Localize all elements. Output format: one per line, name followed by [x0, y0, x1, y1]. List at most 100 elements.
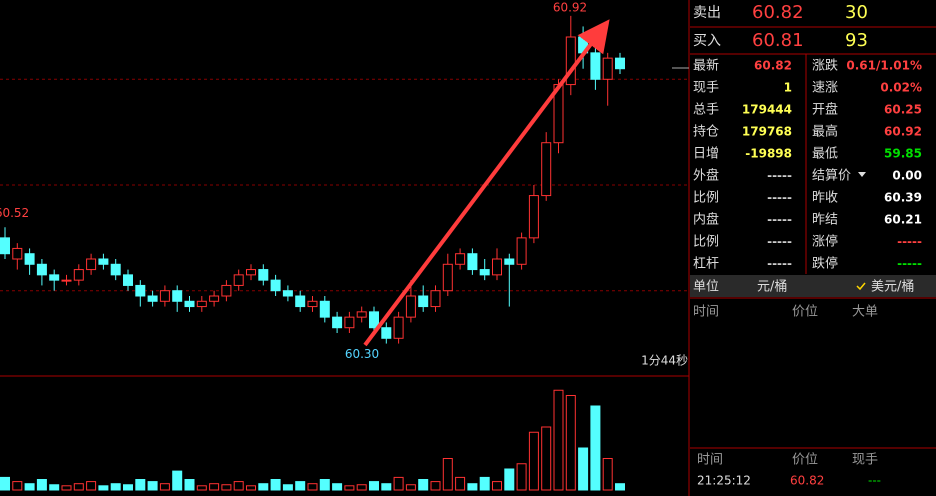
candle-body: [110, 263, 121, 276]
volume-bar: [418, 479, 429, 491]
volume-bar: [553, 389, 564, 491]
stat-label: 杠杆: [693, 256, 719, 272]
stat-value: 1: [784, 81, 792, 95]
stat-value: 60.25: [884, 103, 922, 117]
candle-body: [233, 274, 244, 286]
candle-body: [209, 295, 220, 302]
volume-bar: [615, 483, 625, 491]
candle-body: [369, 311, 379, 329]
column-header: 时间: [693, 305, 719, 320]
stat-value: 60.21: [884, 213, 922, 227]
candle-body: [123, 274, 133, 286]
stat-label: 昨结: [812, 213, 838, 228]
candle-body: [172, 290, 183, 302]
volume-bar: [319, 479, 330, 491]
volume-bar: [504, 468, 515, 491]
volume-bar: [344, 485, 355, 491]
volume-bar: [516, 463, 527, 491]
volume-bar: [332, 483, 343, 491]
candle-body: [430, 290, 441, 308]
candle-body: [86, 258, 97, 271]
candle-body: [12, 247, 23, 260]
stat-value: -----: [897, 235, 922, 249]
stat-value: -19898: [745, 147, 792, 161]
volume-bar: [36, 479, 47, 491]
candle-body: [393, 316, 404, 339]
volume-bar: [147, 481, 158, 491]
quote-label: 卖出: [693, 5, 721, 21]
stat-label: 最新: [693, 58, 719, 74]
candle-body: [418, 295, 429, 308]
trade-cell: 21:25:12: [697, 474, 751, 488]
stat-value: 179768: [742, 125, 792, 139]
volume-bar: [565, 395, 576, 491]
candle-body: [590, 52, 601, 80]
volume-bar: [381, 483, 392, 491]
volume-bar: [159, 483, 170, 491]
volume-bar: [258, 483, 269, 491]
stat-label: 结算价: [812, 169, 851, 184]
stat-value: 60.92: [884, 125, 922, 139]
price-annotation: 60.52: [0, 206, 29, 220]
quote-size: 93: [845, 30, 868, 51]
stat-label: 涨停: [812, 234, 838, 250]
candle-body: [492, 258, 502, 276]
quote-panel: 卖出 60.82 30 买入 60.81 93 最新 60.82 涨跌 0.61/1.01% 现手 1…: [690, 2, 936, 488]
candle-body: [479, 269, 490, 276]
volume-bar: [282, 484, 293, 491]
stat-label: 现手: [693, 81, 719, 96]
quote-label: 买入: [693, 33, 721, 49]
stat-label: 比例: [693, 235, 719, 250]
stat-label: 内盘: [693, 212, 719, 228]
candle-body: [282, 290, 293, 297]
trade-cell: ---: [868, 474, 881, 488]
volume-bar: [135, 479, 146, 491]
volume-bar: [233, 481, 244, 491]
volume-bar: [110, 483, 121, 491]
stat-label: 最高: [812, 124, 838, 140]
quote-price: 60.82: [752, 2, 804, 23]
unit-option[interactable]: 美元/桶: [871, 280, 914, 295]
candle-body: [221, 284, 232, 297]
stat-label: 涨跌: [812, 58, 838, 74]
stat-label: 比例: [693, 191, 719, 206]
candle-body: [270, 279, 281, 292]
stat-value: 60.39: [884, 191, 922, 205]
volume-bar: [356, 484, 367, 491]
trade-cell: 60.82: [790, 474, 824, 488]
price-annotation: 60.92: [553, 1, 587, 15]
volume-bar: [49, 484, 60, 491]
stat-value: -----: [767, 191, 792, 205]
volume-bar: [307, 483, 318, 491]
candle-body: [258, 269, 269, 281]
unit-option[interactable]: 元/桶: [757, 280, 787, 295]
volume-bar: [602, 458, 613, 491]
volume-bar: [270, 479, 281, 491]
candle-body: [319, 300, 330, 318]
candle-body: [332, 316, 343, 329]
candle-body: [528, 195, 539, 239]
volume-bar: [295, 481, 306, 491]
candle-body: [356, 311, 367, 318]
stat-value: -----: [767, 257, 792, 271]
candle-body: [516, 237, 527, 265]
volume-bar: [98, 485, 109, 491]
stat-value: -----: [767, 169, 792, 183]
candle-body: [455, 253, 466, 265]
check-icon: [856, 282, 866, 291]
quote-size: 30: [845, 2, 868, 23]
volume-bar: [221, 484, 232, 491]
stat-value: 0.00: [892, 169, 922, 183]
volume-bar: [590, 405, 601, 491]
volume-bar: [578, 447, 589, 491]
stat-label: 日增: [693, 147, 719, 162]
volume-bar: [541, 426, 552, 491]
stat-label: 跌停: [812, 256, 838, 272]
stat-label: 最低: [812, 147, 838, 162]
candle-body: [147, 295, 158, 302]
candle-body: [467, 253, 478, 271]
stat-label: 总手: [693, 103, 719, 118]
candle-body: [295, 295, 306, 308]
stat-value: 0.02%: [880, 81, 922, 95]
stat-value: -----: [897, 257, 922, 271]
